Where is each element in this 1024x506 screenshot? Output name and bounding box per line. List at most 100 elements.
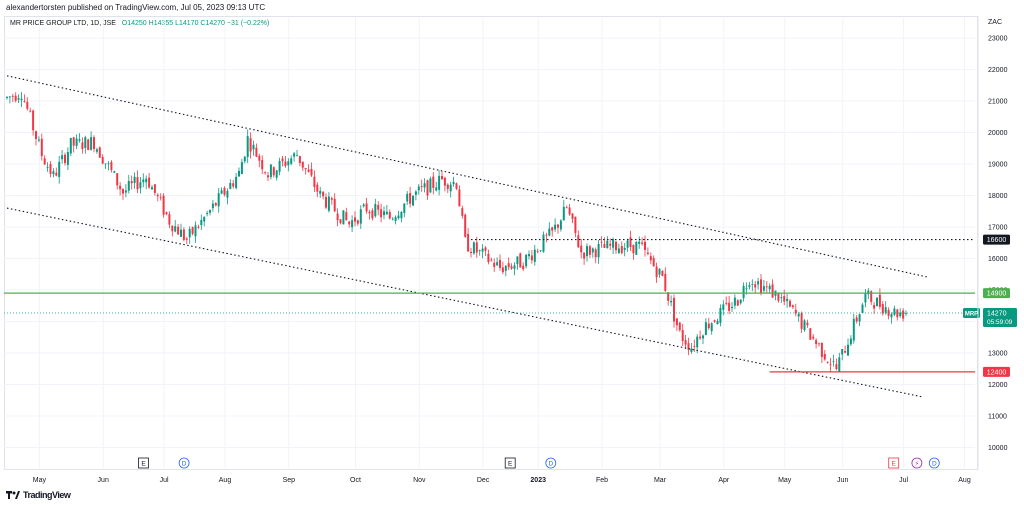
candle-body	[391, 218, 394, 220]
candle-body	[702, 335, 704, 339]
candle-body	[122, 189, 124, 194]
candle-body	[26, 101, 29, 109]
candle-body	[348, 221, 351, 225]
candle-body	[467, 233, 470, 252]
candle-body	[499, 259, 501, 268]
candle-body	[446, 184, 449, 189]
candle-body	[153, 184, 156, 193]
candle-body	[710, 323, 713, 332]
legend-symbol: MR PRICE GROUP LTD, 1D, JSE	[10, 20, 116, 27]
candle-body	[180, 229, 182, 237]
candle-body	[652, 257, 655, 267]
candle-body	[760, 279, 762, 293]
candle-body	[861, 304, 864, 313]
candle-body	[635, 241, 638, 255]
candle-body	[513, 265, 516, 269]
candle-body	[533, 249, 536, 262]
candle-body	[441, 176, 443, 180]
candle-body	[603, 244, 606, 248]
candle-body	[580, 245, 583, 253]
candle-body	[319, 190, 322, 194]
candle-body	[139, 182, 142, 189]
candle-body	[14, 95, 17, 101]
x-tick-label: Jun	[98, 477, 109, 484]
candle-body	[93, 137, 95, 150]
candle-body	[667, 292, 670, 301]
candle-body	[214, 202, 217, 206]
candle-body	[849, 338, 852, 345]
candle-body	[151, 187, 153, 190]
candle-body	[188, 229, 191, 238]
candle-body	[548, 228, 551, 236]
candle-body	[528, 254, 530, 257]
candle-body	[458, 189, 461, 207]
candle-body	[359, 209, 362, 224]
level-price-label: 16600	[987, 237, 1007, 244]
candle-body	[209, 210, 211, 213]
candle-body	[336, 213, 339, 221]
candle-body	[684, 340, 687, 345]
candle-body	[124, 190, 127, 193]
candle-body	[600, 241, 603, 243]
candle-body	[626, 240, 629, 248]
candle-body	[818, 343, 820, 345]
candle-body	[658, 268, 661, 275]
dividend-marker-icon	[928, 457, 940, 469]
candle-body	[771, 284, 774, 298]
candle-body	[571, 213, 574, 219]
candle-body	[272, 167, 275, 176]
x-tick-label: Dec	[477, 477, 490, 484]
candle-body	[542, 234, 545, 252]
candle-body	[649, 256, 652, 261]
candle-body	[644, 241, 646, 251]
candle-body	[185, 238, 188, 240]
candle-body	[287, 161, 290, 166]
earnings-marker-label: E	[508, 461, 513, 468]
level-price-tag	[983, 234, 1010, 245]
candle-body	[101, 156, 104, 164]
candle-body	[452, 182, 455, 185]
candle-body	[148, 177, 151, 188]
candle-body	[249, 138, 252, 152]
candle-body	[136, 177, 139, 190]
candle-body	[905, 312, 907, 314]
candle-body	[8, 96, 11, 98]
candle-body	[777, 293, 780, 301]
candle-body	[475, 242, 478, 253]
earnings-marker-label: E	[892, 461, 897, 468]
candle-body	[609, 243, 612, 246]
price-chart[interactable]: 1000011000120001300014000150001600017000…	[0, 0, 1024, 490]
candle-body	[733, 297, 736, 306]
y-tick-label: 17000	[988, 225, 1008, 232]
candle-body	[409, 193, 412, 204]
last-price-label: 14270	[987, 310, 1007, 317]
candle-body	[638, 241, 641, 244]
candle-body	[46, 166, 49, 168]
candle-body	[246, 136, 249, 158]
x-tick-label: May	[778, 477, 792, 484]
x-tick-label: Sep	[283, 477, 296, 484]
candle-body	[417, 186, 420, 191]
tradingview-footer[interactable]: TradingView	[6, 490, 71, 500]
candle-body	[707, 323, 710, 329]
candle-body	[832, 361, 835, 362]
candle-body	[17, 98, 20, 100]
candle-body	[90, 137, 93, 150]
candle-body	[754, 284, 757, 288]
y-tick-label: 13000	[988, 351, 1008, 358]
candle-body	[284, 161, 287, 167]
candle-body	[641, 242, 644, 244]
x-tick-label: Oct	[350, 477, 361, 484]
candle-body	[339, 219, 342, 224]
candle-body	[661, 270, 664, 276]
dividend-marker-icon	[178, 457, 190, 469]
y-tick-label: 19000	[988, 162, 1008, 169]
candle-body	[368, 212, 371, 214]
x-tick-label: Aug	[219, 477, 232, 484]
candle-body	[240, 162, 243, 175]
candle-body	[194, 225, 197, 237]
candle-body	[327, 196, 330, 211]
candle-body	[858, 314, 861, 322]
x-tick-label: Mar	[654, 477, 667, 484]
candle-body	[617, 248, 620, 254]
